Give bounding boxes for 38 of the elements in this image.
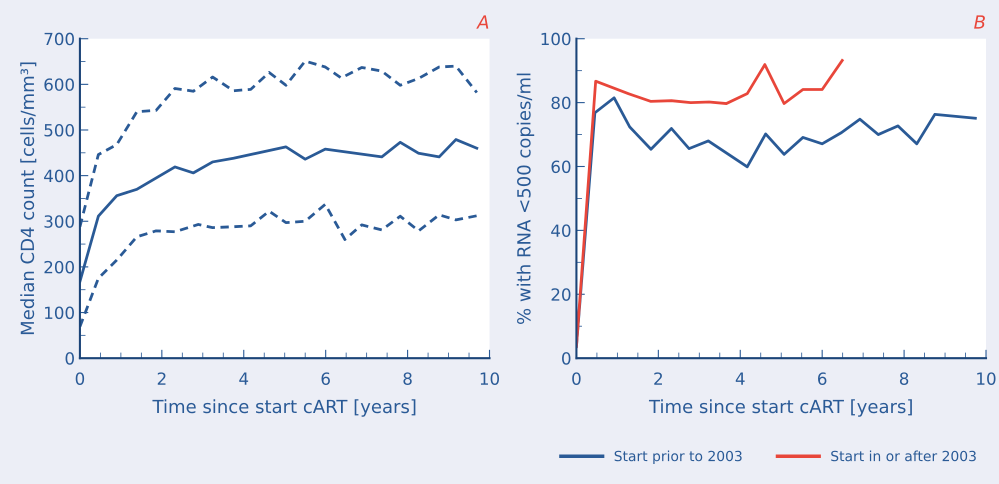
y-axis-title: Median CD4 count [cells/mm³] [20, 62, 36, 334]
x-tick-label: 8 [403, 372, 412, 385]
y-tick-label: 100 [542, 32, 570, 46]
y-tick-label: 300 [44, 215, 74, 228]
line-series [80, 202, 478, 328]
y-tick-label: 60 [552, 160, 570, 174]
x-axis-title: Time since start cART [years] [648, 399, 912, 417]
legend-label: Start in or after 2003 [831, 450, 976, 462]
x-tick-label: 10 [480, 372, 500, 385]
line-series [576, 59, 844, 348]
y-tick-label: 100 [45, 306, 74, 320]
y-tick-label: 20 [552, 288, 570, 301]
y-tick-label: 600 [44, 78, 74, 91]
legend-label: Start prior to 2003 [614, 450, 742, 464]
line-series [80, 60, 478, 228]
x-tick-label: 2 [158, 372, 166, 385]
y-tick-label: 400 [44, 170, 74, 182]
x-tick-label: 0 [76, 372, 84, 385]
x-tick-label: 4 [736, 372, 745, 385]
y-tick-label: 0 [562, 352, 570, 365]
x-tick-label: 4 [239, 372, 248, 385]
y-tick-label: 700 [44, 32, 74, 46]
y-tick-label: 80 [551, 96, 570, 110]
x-tick-label: 10 [977, 372, 996, 385]
x-tick-label: 6 [322, 372, 330, 385]
y-tick-label: 200 [44, 260, 74, 274]
y-tick-label: 500 [44, 124, 74, 137]
x-tick-label: 8 [900, 372, 908, 385]
x-axis-title: Time since start cART [years] [152, 399, 416, 417]
x-tick-label: 2 [654, 372, 662, 385]
y-tick-label: 40 [551, 224, 570, 237]
x-tick-label: 0 [572, 372, 581, 385]
line-series [80, 138, 478, 283]
text: A [476, 15, 488, 29]
y-tick-label: 0 [66, 352, 74, 365]
text: B [974, 15, 985, 29]
y-axis-title: % with RNA <500 copies/ml [516, 74, 534, 324]
x-tick-label: 6 [818, 372, 826, 385]
